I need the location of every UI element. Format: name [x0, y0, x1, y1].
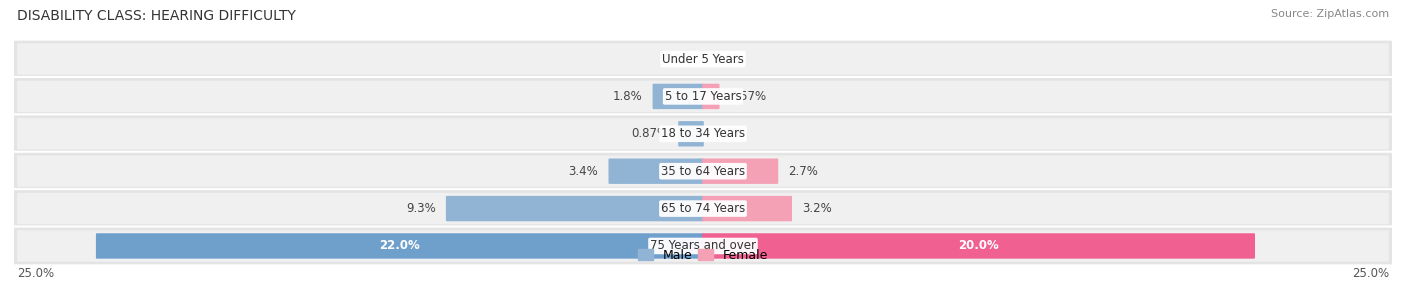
- Text: 3.4%: 3.4%: [568, 165, 599, 178]
- FancyBboxPatch shape: [678, 121, 704, 146]
- Text: 3.2%: 3.2%: [803, 202, 832, 215]
- Text: 20.0%: 20.0%: [959, 239, 998, 253]
- FancyBboxPatch shape: [13, 114, 1393, 153]
- FancyBboxPatch shape: [13, 40, 1393, 78]
- Text: 22.0%: 22.0%: [380, 239, 420, 253]
- FancyBboxPatch shape: [96, 233, 704, 259]
- FancyBboxPatch shape: [13, 227, 1393, 265]
- Text: DISABILITY CLASS: HEARING DIFFICULTY: DISABILITY CLASS: HEARING DIFFICULTY: [17, 9, 295, 23]
- Text: 35 to 64 Years: 35 to 64 Years: [661, 165, 745, 178]
- Text: 25.0%: 25.0%: [17, 267, 53, 279]
- Text: 0.0%: 0.0%: [714, 127, 744, 140]
- Text: 75 Years and over: 75 Years and over: [650, 239, 756, 253]
- Text: Under 5 Years: Under 5 Years: [662, 52, 744, 66]
- Text: 0.57%: 0.57%: [730, 90, 766, 103]
- FancyBboxPatch shape: [13, 152, 1393, 191]
- Text: 0.0%: 0.0%: [714, 52, 744, 66]
- Text: 25.0%: 25.0%: [1353, 267, 1389, 279]
- Text: 9.3%: 9.3%: [406, 202, 436, 215]
- Text: 2.7%: 2.7%: [789, 165, 818, 178]
- FancyBboxPatch shape: [17, 156, 1389, 187]
- Text: Source: ZipAtlas.com: Source: ZipAtlas.com: [1271, 9, 1389, 19]
- FancyBboxPatch shape: [17, 118, 1389, 149]
- FancyBboxPatch shape: [702, 196, 792, 221]
- Text: 0.0%: 0.0%: [662, 52, 692, 66]
- FancyBboxPatch shape: [702, 159, 779, 184]
- FancyBboxPatch shape: [446, 196, 704, 221]
- FancyBboxPatch shape: [17, 81, 1389, 112]
- FancyBboxPatch shape: [609, 159, 704, 184]
- Text: 65 to 74 Years: 65 to 74 Years: [661, 202, 745, 215]
- Legend: Male, Female: Male, Female: [633, 244, 773, 267]
- FancyBboxPatch shape: [13, 77, 1393, 116]
- FancyBboxPatch shape: [17, 230, 1389, 262]
- Text: 5 to 17 Years: 5 to 17 Years: [665, 90, 741, 103]
- Text: 18 to 34 Years: 18 to 34 Years: [661, 127, 745, 140]
- FancyBboxPatch shape: [702, 233, 1256, 259]
- FancyBboxPatch shape: [13, 189, 1393, 228]
- FancyBboxPatch shape: [652, 84, 704, 109]
- FancyBboxPatch shape: [17, 43, 1389, 75]
- FancyBboxPatch shape: [17, 193, 1389, 224]
- Text: 1.8%: 1.8%: [613, 90, 643, 103]
- Text: 0.87%: 0.87%: [631, 127, 668, 140]
- FancyBboxPatch shape: [702, 84, 720, 109]
